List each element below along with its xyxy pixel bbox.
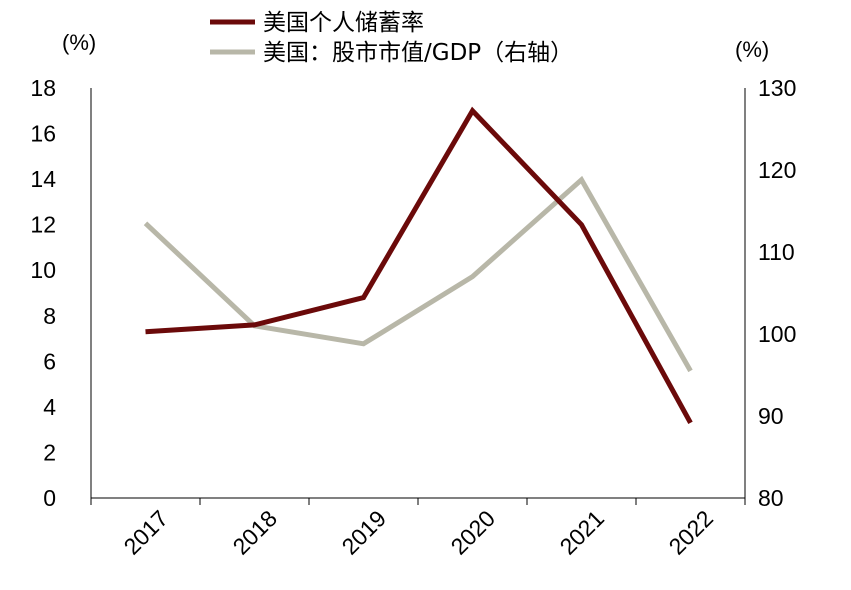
x-tick-label: 2021 [554,505,609,560]
left-tick-label: 18 [30,75,56,101]
series-line-market-cap-gdp [143,175,693,373]
left-tick-label: 14 [30,166,56,192]
right-tick-label: 130 [758,75,796,101]
left-tick-label: 10 [30,257,56,283]
right-tick-label: 80 [758,485,784,511]
left-tick-label: 0 [43,485,56,511]
left-axis-unit-label: (%) [62,30,96,55]
left-tick-label: 16 [30,121,56,147]
left-tick-label: 8 [43,303,56,329]
right-axis-unit-label: (%) [735,37,769,62]
right-axis-ticks: 80 90 100 110 120 130 [758,75,796,511]
legend-label-savings-rate: 美国个人储蓄率 [263,10,424,36]
series-layer [143,106,693,425]
x-tick-label: 2019 [336,505,391,560]
left-axis-ticks: 0 2 4 6 8 10 12 14 16 18 [30,75,56,511]
left-tick-label: 2 [43,439,56,465]
x-tick-label: 2020 [445,505,500,560]
x-tick-label: 2018 [227,505,282,560]
left-tick-label: 6 [43,348,56,374]
right-tick-label: 120 [758,157,796,183]
left-tick-label: 4 [43,394,56,420]
legend-label-market-cap-gdp: 美国：股市市值/GDP（右轴） [263,40,573,66]
left-tick-label: 12 [30,212,56,238]
right-tick-label: 110 [758,239,795,265]
series-line-savings-rate [145,106,693,425]
x-tick-label: 2017 [118,505,173,560]
x-tick-label: 2022 [663,505,718,560]
right-tick-label: 90 [758,403,784,429]
right-tick-label: 100 [758,321,796,347]
legend: 美国个人储蓄率 美国：股市市值/GDP（右轴） [210,10,573,66]
x-axis-ticks: 2017 2018 2019 2020 2021 2022 [90,498,746,560]
